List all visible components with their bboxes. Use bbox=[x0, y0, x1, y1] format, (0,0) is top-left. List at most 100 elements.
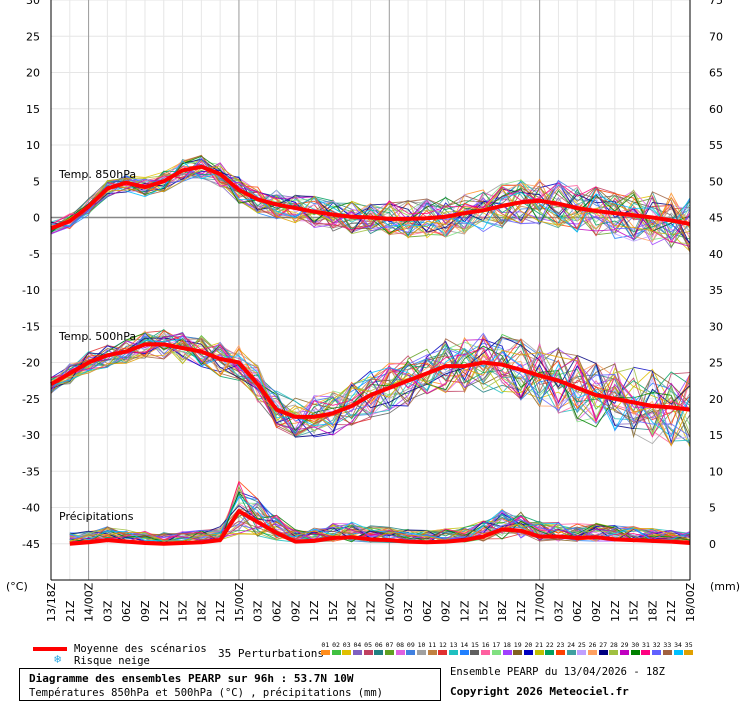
right-tick-label: 5 bbox=[709, 502, 716, 515]
perturbation-legend-item: 19 bbox=[512, 641, 523, 655]
x-tick-label: 18Z bbox=[646, 600, 659, 622]
perturbation-number: 31 bbox=[642, 641, 650, 649]
mean-line bbox=[69, 509, 691, 546]
panel-label-850: Temp. 850hPa bbox=[58, 168, 136, 181]
perturbation-legend-item: 24 bbox=[566, 641, 577, 655]
member-line bbox=[50, 172, 691, 238]
x-tick-label: 21Z bbox=[64, 600, 77, 622]
x-tick-label: 03Z bbox=[101, 600, 114, 622]
perturbation-swatch bbox=[566, 650, 576, 655]
x-tick-label: 09Z bbox=[289, 600, 302, 622]
right-tick-label: 10 bbox=[709, 465, 723, 478]
mean-legend-swatch bbox=[33, 647, 67, 651]
perturbation-number: 30 bbox=[631, 641, 640, 649]
member-line bbox=[50, 165, 691, 234]
perturbations-legend: 01 02 03 04 05 06 07 08 09 10 11 12 13 14 15 16 17 18 19 20… bbox=[320, 641, 694, 655]
x-tick-label: 18Z bbox=[346, 600, 359, 622]
snowflake-icon: ❄ bbox=[54, 652, 62, 666]
member-line bbox=[50, 165, 691, 245]
perturbation-swatch bbox=[342, 650, 352, 655]
perturbation-number: 23 bbox=[556, 641, 565, 649]
perturbation-swatch bbox=[662, 650, 672, 655]
left-axis-unit: (°C) bbox=[6, 580, 28, 593]
left-tick-label: 15 bbox=[26, 103, 40, 116]
x-tick-label: 03Z bbox=[402, 600, 415, 622]
right-axis-unit: (mm) bbox=[710, 580, 740, 593]
perturbation-swatch bbox=[470, 650, 480, 655]
x-tick-label: 21Z bbox=[365, 600, 378, 622]
perturbation-swatch bbox=[320, 650, 330, 655]
left-tick-label: 20 bbox=[26, 67, 40, 80]
perturbation-swatch bbox=[459, 650, 469, 655]
x-tick-label: 15Z bbox=[628, 600, 641, 622]
perturbation-number: 08 bbox=[396, 641, 405, 649]
member-line bbox=[50, 333, 691, 440]
perturbation-swatch bbox=[406, 650, 416, 655]
x-tick-label: 18/00Z bbox=[684, 582, 697, 622]
perturbation-legend-item: 26 bbox=[587, 641, 598, 655]
perturbation-swatch bbox=[374, 650, 384, 655]
left-tick-label: 10 bbox=[26, 139, 40, 152]
x-tick-label: 21Z bbox=[214, 600, 227, 622]
x-tick-label: 09Z bbox=[590, 600, 603, 622]
x-tick-label: 06Z bbox=[421, 600, 434, 622]
x-tick-label: 15Z bbox=[177, 600, 190, 622]
perturbation-swatch bbox=[684, 650, 694, 655]
perturbation-legend-item: 17 bbox=[491, 641, 502, 655]
perturbation-legend-item: 27 bbox=[598, 641, 609, 655]
perturbation-number: 13 bbox=[449, 641, 458, 649]
perturbation-number: 10 bbox=[417, 641, 426, 649]
perturbation-swatch bbox=[545, 650, 555, 655]
member-line bbox=[50, 332, 691, 437]
perturbation-number: 22 bbox=[545, 641, 554, 649]
member-line bbox=[50, 162, 691, 247]
perturbation-legend-item: 02 bbox=[331, 641, 342, 655]
perturbation-number: 29 bbox=[620, 641, 629, 649]
perturbation-number: 02 bbox=[332, 641, 340, 649]
perturbation-legend-item: 03 bbox=[341, 641, 352, 655]
perturbation-number: 05 bbox=[364, 641, 372, 649]
perturbation-swatch bbox=[652, 650, 662, 655]
left-tick-label: -20 bbox=[22, 357, 40, 370]
panel-label-500: Temp. 500hPa bbox=[58, 330, 136, 343]
perturbation-number: 35 bbox=[684, 641, 693, 649]
perturbation-legend-item: 21 bbox=[534, 641, 545, 655]
perturbation-number: 15 bbox=[471, 641, 479, 649]
perturbation-swatch bbox=[502, 650, 512, 655]
perturbation-legend-item: 33 bbox=[662, 641, 673, 655]
perturbation-legend-item: 08 bbox=[395, 641, 406, 655]
x-tick-label: 17/00Z bbox=[534, 582, 547, 622]
perturbation-number: 11 bbox=[428, 641, 437, 649]
perturbations-label: 35 Perturbations bbox=[218, 647, 324, 660]
member-line bbox=[50, 339, 691, 447]
member-line bbox=[50, 336, 691, 438]
perturbation-number: 32 bbox=[652, 641, 661, 649]
perturbation-swatch bbox=[352, 650, 362, 655]
perturbation-legend-item: 29 bbox=[619, 641, 630, 655]
perturbation-number: 27 bbox=[599, 641, 608, 649]
x-tick-label: 09Z bbox=[139, 600, 152, 622]
left-tick-label: -10 bbox=[22, 284, 40, 297]
chart-axes: 302520151050-5-10-15-20-25-30-35-40-4575… bbox=[22, 0, 723, 622]
x-tick-label: 13/18Z bbox=[45, 582, 58, 622]
chart-subtitle: Températures 850hPa et 500hPa (°C) , pré… bbox=[29, 687, 384, 699]
perturbation-legend-item: 15 bbox=[470, 641, 481, 655]
x-tick-label: 06Z bbox=[271, 600, 284, 622]
member-line bbox=[50, 166, 691, 239]
perturbation-swatch bbox=[513, 650, 523, 655]
right-tick-label: 30 bbox=[709, 320, 723, 333]
perturbation-swatch bbox=[609, 650, 619, 655]
x-tick-label: 15Z bbox=[477, 600, 490, 622]
perturbation-swatch bbox=[491, 650, 501, 655]
right-tick-label: 35 bbox=[709, 284, 723, 297]
x-tick-label: 14/00Z bbox=[83, 582, 96, 622]
perturbation-legend-item: 31 bbox=[641, 641, 652, 655]
perturbation-number: 07 bbox=[385, 641, 394, 649]
perturbation-number: 03 bbox=[342, 641, 351, 649]
perturbation-swatch bbox=[588, 650, 598, 655]
left-tick-label: 0 bbox=[33, 212, 40, 225]
x-tick-label: 18Z bbox=[195, 600, 208, 622]
left-tick-label: -5 bbox=[29, 248, 40, 261]
right-tick-label: 15 bbox=[709, 429, 723, 442]
x-tick-label: 12Z bbox=[158, 600, 171, 622]
